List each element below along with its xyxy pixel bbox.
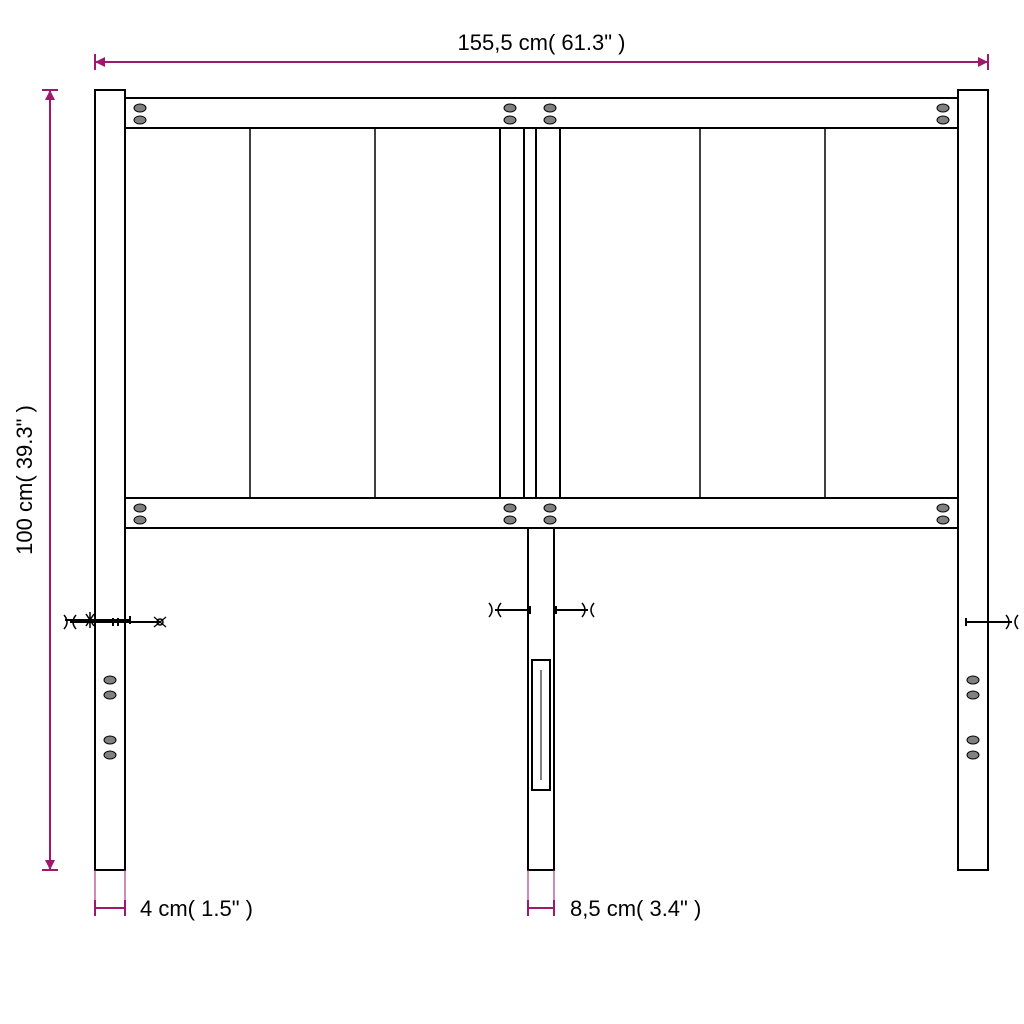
dim-post-width-label: 4 cm( 1.5" ) [140, 896, 253, 921]
dim-leg-width-label: 8,5 cm( 3.4" ) [570, 896, 701, 921]
dim-width-label: 155,5 cm( 61.3" ) [458, 30, 626, 55]
dim-height-label: 100 cm( 39.3" ) [12, 405, 37, 555]
